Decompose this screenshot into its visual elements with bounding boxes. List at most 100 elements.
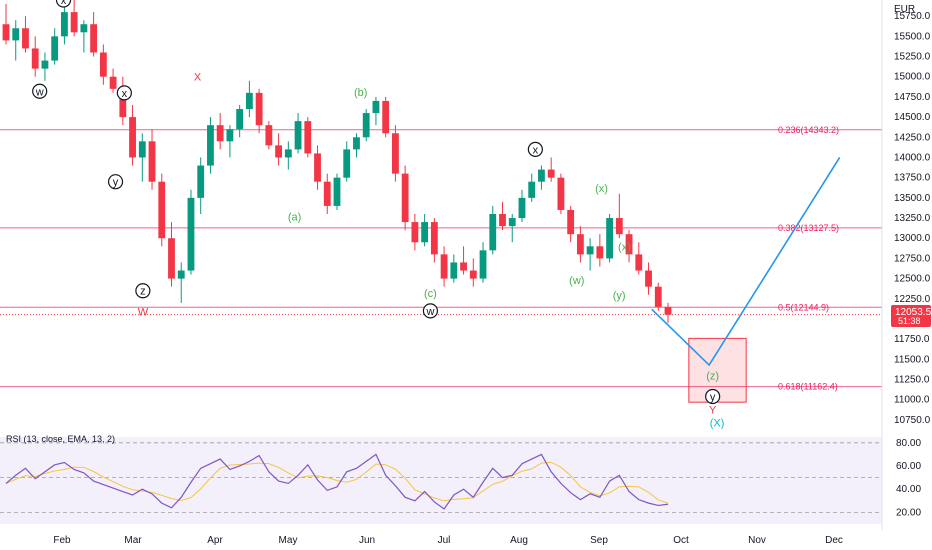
candle-body (177, 270, 185, 279)
candle-body (2, 24, 10, 41)
time-tick-label: Apr (207, 535, 223, 546)
wave-text: x (61, 0, 67, 7)
wave-circle (32, 83, 48, 99)
wave-circle (116, 85, 132, 101)
wave-text: z (140, 286, 146, 298)
price-tick-label: 15500.0 (894, 31, 931, 42)
candle-body (421, 222, 429, 243)
candle-body (411, 222, 419, 243)
price-tick-label: 15000.0 (894, 72, 931, 83)
wave-text: w (425, 306, 434, 318)
candle-body (255, 92, 263, 126)
candle-body (615, 218, 623, 235)
candle-body (129, 117, 136, 158)
wave-label: (b) (354, 87, 367, 99)
price-tick-label: 13000.0 (894, 233, 931, 244)
time-tick-label: Feb (53, 535, 71, 546)
candle-body (284, 149, 292, 158)
projection-path[interactable] (651, 157, 841, 367)
wave-text: (a) (288, 211, 301, 223)
candle-body (635, 254, 643, 271)
candle-body (538, 169, 545, 182)
wave-text: x (533, 144, 539, 156)
candle-body (528, 181, 536, 198)
candle-body (314, 153, 321, 182)
candle-body (479, 250, 487, 279)
rsi-axis: 80.00 60.00 40.00 20.00 (896, 438, 921, 519)
fib-label: 0.5(12144.9) (778, 302, 829, 312)
rsi-tick-label: 80.00 (896, 438, 921, 449)
candle-body (450, 262, 458, 279)
candle-body (265, 125, 273, 146)
wave-circle (107, 174, 124, 190)
candle-body (12, 28, 20, 41)
wave-text: (w) (569, 275, 584, 287)
projection-line (651, 157, 841, 367)
candle-body (333, 177, 341, 206)
wave-label: Y (709, 404, 717, 416)
candle-body (469, 270, 477, 279)
price-axis[interactable]: 15750.0 15500.0 15250.0 15000.0 14750.0 14500… (894, 11, 931, 426)
wave-label: y (107, 174, 124, 190)
price-tick-label: 14250.0 (894, 132, 931, 143)
time-tick-label: Nov (748, 535, 766, 546)
fib-label: 0.236(14343.2) (778, 125, 839, 135)
rsi-title: RSI (13, close, EMA, 13, 2) (6, 434, 115, 444)
candle-body (226, 129, 234, 142)
wave-label: W (138, 307, 149, 319)
wave-circle (55, 0, 72, 8)
candle-body (430, 222, 438, 255)
candle-body (518, 197, 526, 219)
wave-text: (y) (613, 290, 626, 302)
time-tick-label: Aug (510, 535, 528, 546)
wave-label: y (705, 388, 721, 405)
wave-label: w (422, 303, 439, 319)
time-tick-label: Oct (673, 535, 689, 546)
price-tick-label: 12250.0 (894, 294, 931, 305)
price-tick-label: 12750.0 (894, 253, 931, 264)
candle-body (61, 12, 68, 37)
wave-label: z (135, 283, 151, 299)
wave-label: x (116, 85, 132, 101)
candle-body (119, 88, 127, 118)
rsi-tick-label: 20.00 (896, 507, 921, 518)
wave-text: y (710, 392, 716, 404)
time-tick-label: Dec (825, 535, 843, 546)
price-tick-label: 14000.0 (894, 152, 931, 163)
candle-body (508, 218, 516, 227)
candle-body (353, 137, 360, 150)
candle-body (304, 121, 312, 154)
time-axis[interactable]: Feb Mar Apr May Jun Jul Aug Sep Oct Nov Dec (53, 535, 843, 546)
candle-body (207, 125, 214, 166)
wave-circle (422, 303, 439, 319)
price-tick-label: 14500.0 (894, 112, 931, 123)
candle-body (245, 92, 253, 110)
time-tick-label: Jul (438, 535, 451, 546)
candle-body (547, 169, 555, 178)
wave-text: x (122, 88, 128, 100)
rsi-signal-line (5, 461, 669, 504)
candle-body (41, 60, 49, 69)
wave-label: (z) (706, 371, 719, 383)
candle-body (576, 234, 584, 255)
wave-label: (w) (569, 275, 584, 287)
time-tick-label: May (279, 535, 298, 546)
rsi-indicator (0, 442, 882, 513)
candle-body (99, 52, 107, 77)
price-tick-label: 11000.0 (894, 395, 930, 406)
wave-label: (x) (618, 241, 631, 253)
candle-body (90, 24, 98, 53)
candle-body (372, 100, 380, 114)
wave-text: (x) (618, 241, 631, 253)
candle-body (168, 238, 175, 279)
wave-text: Y (709, 404, 717, 416)
fibonacci-levels[interactable]: 0.236(14343.2) 0.382(13127.5) 0.5(12144.9)… (0, 125, 882, 392)
rsi-line (5, 453, 669, 510)
time-tick-label: Jun (359, 535, 375, 546)
last-price-marker: 12053.5 51:38 (891, 305, 932, 327)
price-tick-label: 11500.0 (894, 354, 930, 365)
candle-body (440, 254, 448, 279)
wave-label: x (55, 0, 72, 8)
